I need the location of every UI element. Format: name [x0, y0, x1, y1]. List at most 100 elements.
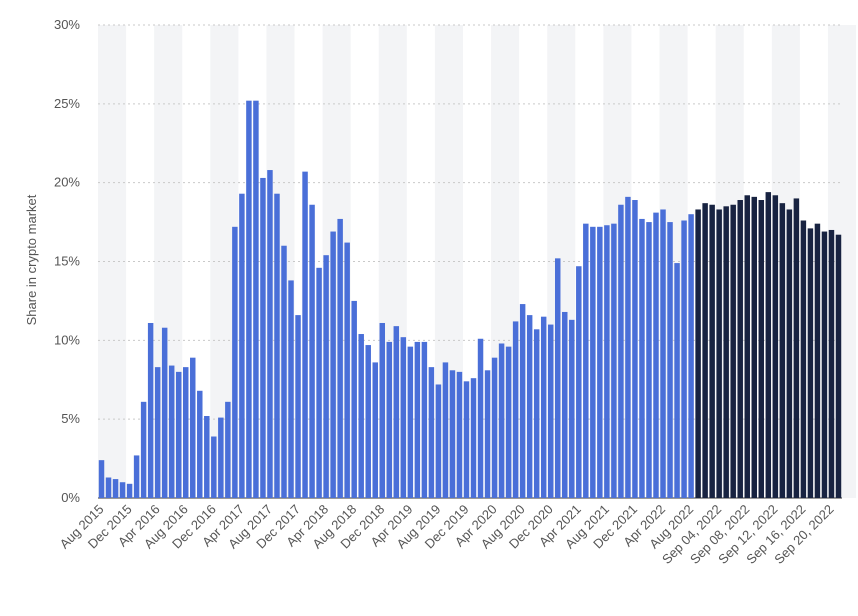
bar-monthly — [154, 367, 161, 498]
bar-monthly — [211, 436, 217, 498]
bar-monthly — [253, 100, 259, 499]
bar-weekly — [786, 209, 793, 498]
bar-weekly — [716, 209, 722, 498]
bar-monthly — [407, 346, 414, 498]
y-tick-label: 15% — [54, 254, 80, 269]
bar-monthly — [133, 455, 140, 498]
bar-monthly — [611, 223, 617, 498]
bar-monthly — [512, 321, 519, 498]
bar-monthly — [519, 304, 526, 498]
bar-monthly — [239, 193, 245, 498]
bar-monthly — [456, 371, 463, 498]
bar-monthly — [379, 322, 386, 498]
bar-weekly — [751, 196, 758, 498]
bar-weekly — [709, 204, 715, 499]
y-axis-ticks: 0% 5% 10% 15% 20% 25% 30% — [54, 17, 80, 505]
bar-monthly — [442, 362, 449, 498]
bar-monthly — [190, 357, 196, 498]
bar-monthly — [168, 365, 175, 498]
bar-monthly — [175, 371, 182, 498]
bar-monthly — [126, 483, 133, 498]
bar-monthly — [182, 367, 189, 498]
bar-monthly — [653, 212, 659, 498]
background-band — [98, 25, 127, 498]
bar-weekly — [835, 234, 842, 499]
bar-monthly — [449, 370, 456, 498]
bar-monthly — [105, 477, 112, 498]
bar-monthly — [498, 343, 505, 498]
bar-monthly — [260, 177, 266, 499]
bar-monthly — [267, 170, 273, 498]
bar-monthly — [119, 482, 126, 498]
bars — [98, 100, 842, 499]
y-tick-label: 30% — [54, 17, 80, 32]
bar-monthly — [526, 315, 533, 498]
bar-monthly — [414, 341, 421, 498]
bar-monthly — [386, 341, 393, 498]
bar-monthly — [358, 334, 364, 498]
bar-monthly — [533, 329, 540, 498]
bar-monthly — [323, 255, 329, 498]
bar-weekly — [744, 195, 750, 498]
bar-monthly — [597, 226, 603, 498]
bar-monthly — [435, 384, 442, 498]
bar-monthly — [330, 231, 336, 498]
bar-monthly — [400, 337, 407, 498]
bar-monthly — [365, 345, 371, 498]
bar-weekly — [828, 229, 835, 498]
bar-weekly — [730, 204, 736, 499]
bar-monthly — [351, 300, 357, 498]
bar-monthly — [646, 222, 652, 499]
bar-monthly — [688, 214, 694, 498]
y-tick-label: 25% — [54, 96, 80, 111]
bar-weekly — [807, 228, 814, 498]
bar-weekly — [821, 231, 828, 498]
bar-monthly — [576, 266, 582, 498]
bar-monthly — [674, 263, 680, 498]
bar-monthly — [232, 226, 238, 498]
bar-monthly — [421, 341, 428, 498]
bar-monthly — [161, 327, 168, 498]
bar-monthly — [667, 222, 673, 499]
bar-monthly — [625, 196, 631, 498]
y-axis-label: Share in crypto market — [24, 194, 39, 325]
bar-monthly — [274, 193, 280, 498]
bar-monthly — [590, 226, 596, 498]
bar-monthly — [583, 223, 589, 498]
bar-monthly — [491, 357, 498, 498]
bar-monthly — [112, 479, 119, 498]
bar-monthly — [246, 100, 252, 499]
bar-monthly — [295, 315, 301, 498]
bar-weekly — [702, 203, 708, 498]
bar-weekly — [737, 200, 743, 498]
bar-weekly — [793, 198, 800, 498]
y-tick-label: 5% — [61, 411, 80, 426]
bar-monthly — [660, 209, 666, 498]
bar-monthly — [225, 401, 231, 498]
bar-monthly — [484, 370, 491, 498]
bar-weekly — [765, 192, 772, 499]
bar-weekly — [758, 200, 765, 498]
bar-weekly — [723, 206, 729, 499]
bar-monthly — [288, 280, 294, 498]
bar-weekly — [772, 195, 779, 498]
bar-monthly — [632, 200, 638, 498]
bar-monthly — [147, 322, 154, 498]
bar-monthly — [372, 362, 378, 498]
bar-monthly — [505, 346, 512, 498]
bar-weekly — [695, 209, 701, 498]
bar-monthly — [618, 204, 624, 499]
bar-monthly — [98, 460, 105, 498]
bar-monthly — [218, 417, 224, 498]
bar-monthly — [197, 390, 203, 498]
bar-monthly — [316, 267, 322, 498]
bar-monthly — [204, 416, 210, 498]
bar-monthly — [309, 204, 315, 499]
bar-monthly — [562, 311, 568, 498]
bar-monthly — [470, 378, 477, 498]
bar-monthly — [604, 225, 610, 498]
y-tick-label: 10% — [54, 332, 80, 347]
bar-monthly — [554, 258, 561, 498]
